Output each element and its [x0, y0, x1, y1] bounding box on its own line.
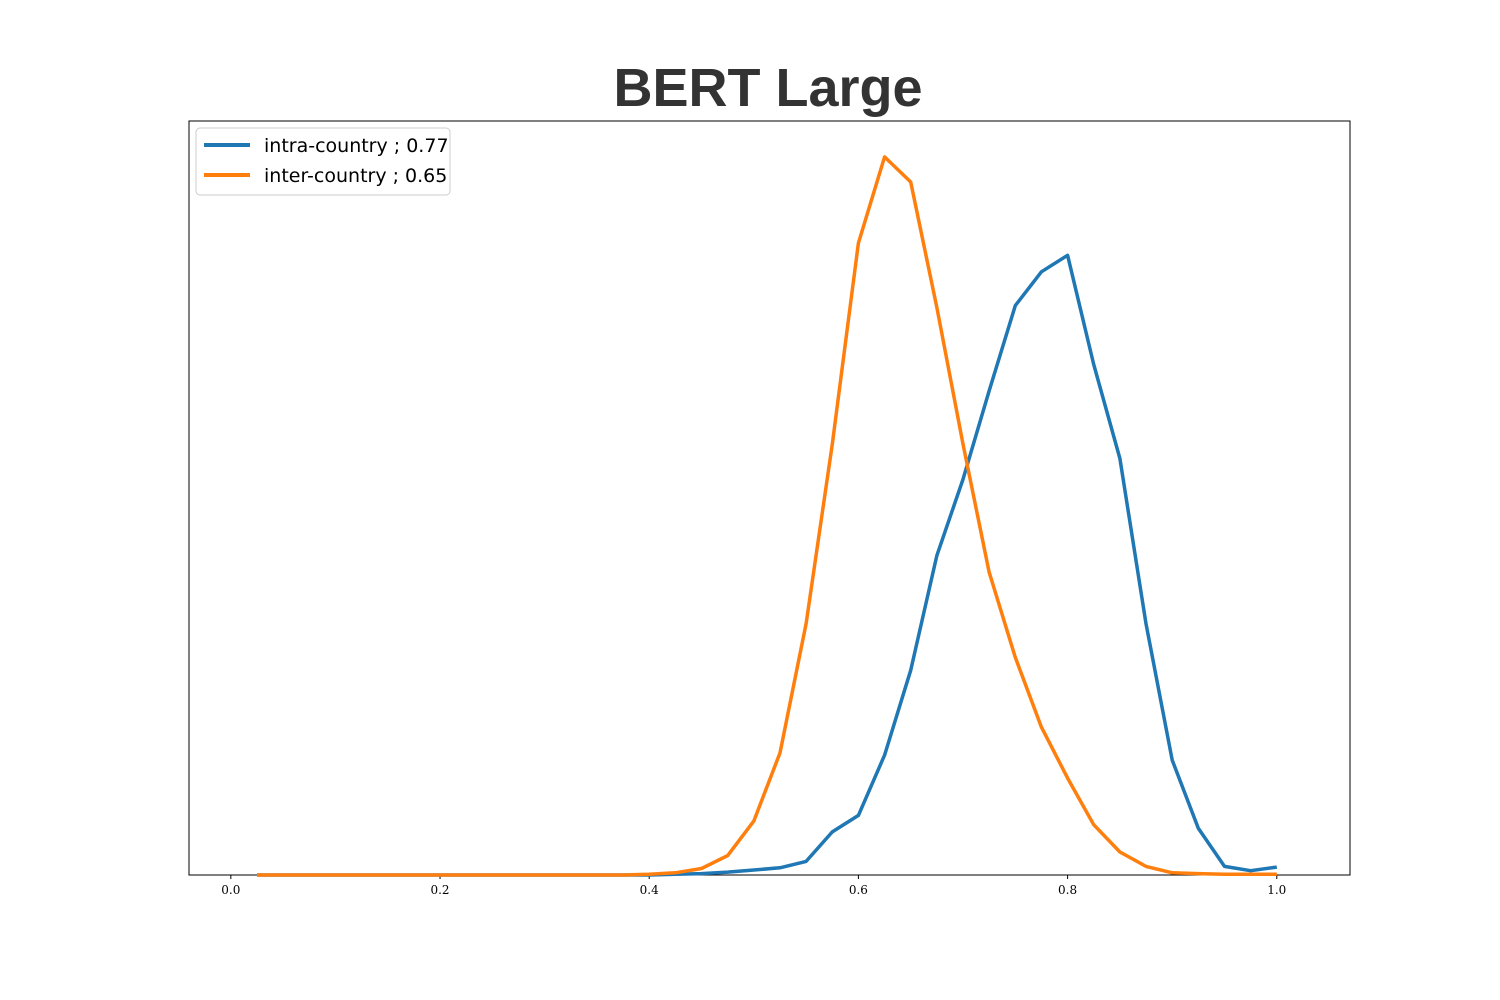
x-tick-label: 1.0 — [1267, 883, 1286, 897]
legend-label: inter-country ; 0.65 — [264, 165, 447, 187]
plot-area-frame — [188, 120, 1351, 876]
x-axis-ticks: 0.0 0.2 0.4 0.6 0.8 1.0 — [221, 875, 1286, 897]
series-line-inter-country — [257, 155, 1277, 877]
series-line-intra-country — [257, 253, 1278, 877]
series-lines — [257, 155, 1278, 877]
chart-title: BERT Large — [613, 58, 922, 118]
legend-box — [195, 127, 451, 196]
legend: intra-country ; 0.77 inter-country ; 0.65 — [195, 127, 451, 196]
x-tick-label: 0.4 — [640, 883, 659, 897]
x-tick-label: 0.0 — [221, 883, 240, 897]
x-tick-label: 0.8 — [1058, 883, 1077, 897]
legend-label: intra-country ; 0.77 — [264, 135, 449, 157]
x-tick-label: 0.6 — [849, 883, 868, 897]
x-tick-label: 0.2 — [430, 883, 449, 897]
